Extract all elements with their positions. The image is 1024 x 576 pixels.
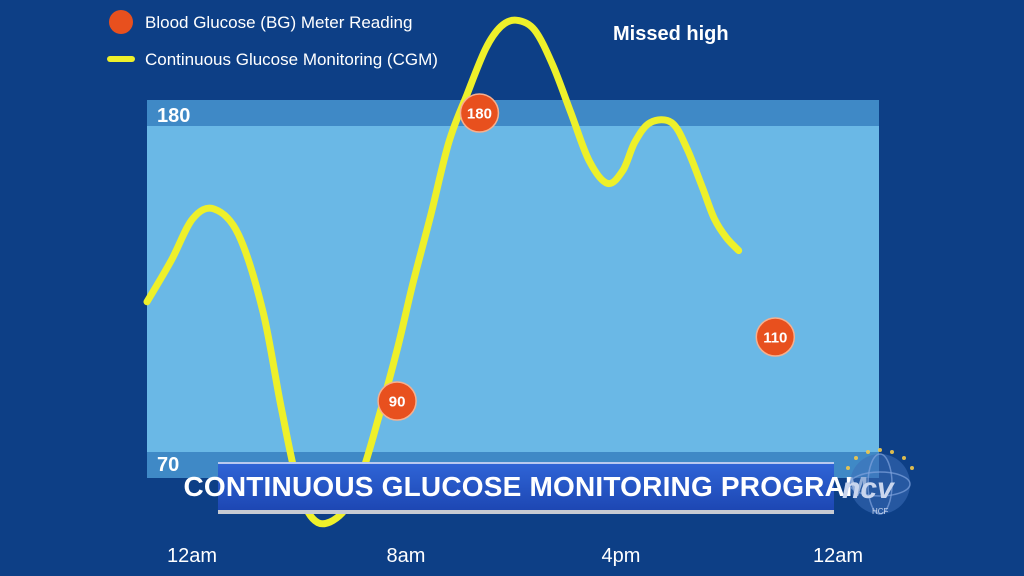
x-tick-label: 4pm [602, 545, 641, 567]
bg-reading-label: 180 [467, 106, 492, 123]
legend-bg-label: Blood Glucose (BG) Meter Reading [145, 13, 412, 32]
channel-logo-subtext: HCF [872, 507, 889, 516]
x-tick-label: 12am [167, 545, 217, 567]
target-band-top-strip [147, 100, 879, 126]
bg-reading-label: 110 [763, 330, 787, 347]
bg-reading-marker [755, 317, 796, 357]
banner-title: CONTINUOUS GLUCOSE MONITORING PROGRAM [183, 471, 869, 502]
legend-bg-marker-swatch [109, 10, 133, 34]
bg-reading-marker [459, 93, 500, 133]
channel-logo-text: ncv [842, 472, 896, 505]
target-low-label: 70 [157, 454, 179, 476]
x-tick-label: 8am [387, 545, 426, 567]
bg-reading-marker [377, 381, 417, 421]
ncv-globe-logo-icon: ncv HCF [842, 448, 914, 516]
bg-reading-label: 90 [389, 394, 406, 411]
target-range-band [147, 126, 879, 452]
legend-cgm-label: Continuous Glucose Monitoring (CGM) [145, 50, 438, 69]
target-high-label: 180 [157, 105, 190, 127]
x-tick-label: 12am [813, 545, 863, 567]
legend: Blood Glucose (BG) Meter Reading Continu… [107, 10, 438, 69]
news-lower-third-banner: CONTINUOUS GLUCOSE MONITORING PROGRAM [183, 462, 868, 514]
bg-meter-markers: 90 180 110 [377, 93, 796, 421]
cgm-series-line [143, 16, 743, 528]
x-axis-tick-labels: 12am 8am 4pm 12am [167, 545, 863, 567]
missed-high-annotation: Missed high [613, 23, 729, 45]
